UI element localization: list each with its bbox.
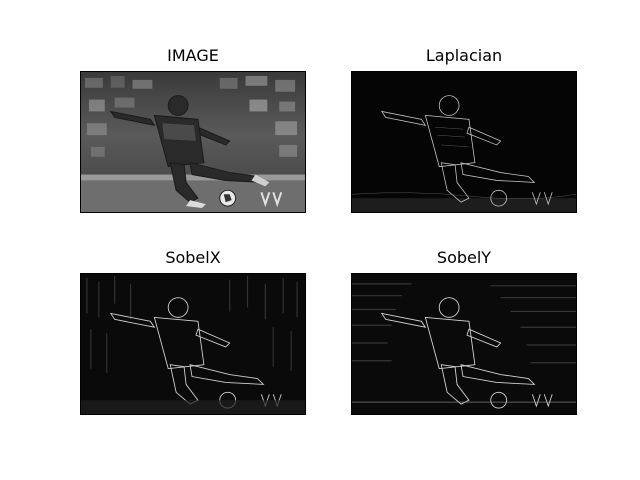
subplot-title-image: IMAGE — [167, 46, 219, 65]
image-sobely-axes — [351, 273, 577, 415]
image-laplacian-axes — [351, 71, 577, 213]
subplot-title-sobelx: SobelX — [165, 248, 221, 267]
image-laplacian-picture — [352, 72, 576, 212]
image-sobelx-picture — [81, 274, 305, 414]
subplot-title-laplacian: Laplacian — [425, 46, 503, 65]
subplot-title-sobely: SobelY — [436, 248, 492, 267]
image-sobely-picture — [352, 274, 576, 414]
image-original-picture — [81, 72, 305, 212]
image-original-axes — [80, 71, 306, 213]
image-sobelx-axes — [80, 273, 306, 415]
